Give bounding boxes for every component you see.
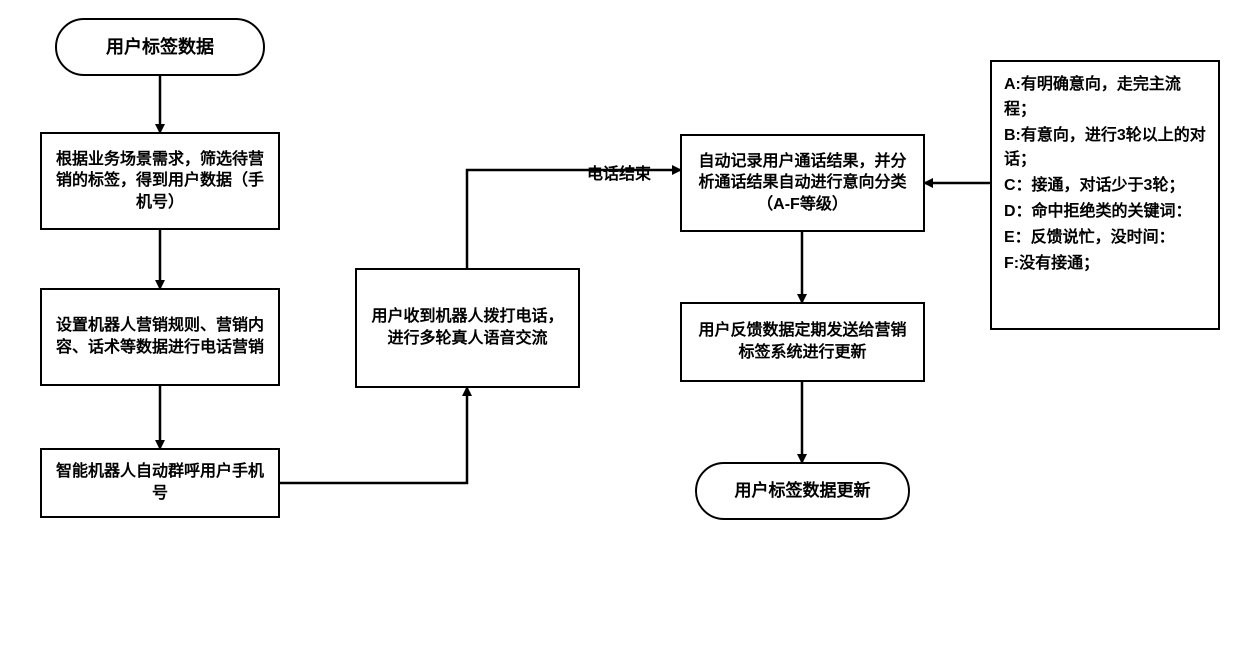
auto-dial-node: 智能机器人自动群呼用户手机号: [40, 448, 280, 518]
conversation-node: 用户收到机器人拨打电话，进行多轮真人语音交流: [355, 268, 580, 388]
legend-item: B:有意向，进行3轮以上的对话；: [1004, 124, 1206, 174]
filter-labels-node: 根据业务场景需求，筛选待营销的标签，得到用户数据（手机号）: [40, 132, 280, 230]
legend-item: A:有明确意向，走完主流程；: [1004, 73, 1206, 123]
classify-intent-node: 自动记录用户通话结果，并分析通话结果自动进行意向分类（A-F等级）: [680, 134, 925, 232]
legend-item: E：反馈说忙，没时间：: [1004, 226, 1206, 251]
legend-item: C：接通，对话少于3轮；: [1004, 174, 1206, 199]
start-node: 用户标签数据: [55, 18, 265, 76]
legend-item: F:没有接通；: [1004, 252, 1206, 277]
intent-grades-legend: A:有明确意向，走完主流程；B:有意向，进行3轮以上的对话；C：接通，对话少于3…: [990, 60, 1220, 330]
end-node: 用户标签数据更新: [695, 462, 910, 520]
legend-item: D：命中拒绝类的关键词：: [1004, 200, 1206, 225]
feedback-update-node: 用户反馈数据定期发送给营销标签系统进行更新: [680, 302, 925, 382]
call-end-label: 电话结束: [587, 160, 651, 184]
set-robot-rules-node: 设置机器人营销规则、营销内容、话术等数据进行电话营销: [40, 288, 280, 386]
